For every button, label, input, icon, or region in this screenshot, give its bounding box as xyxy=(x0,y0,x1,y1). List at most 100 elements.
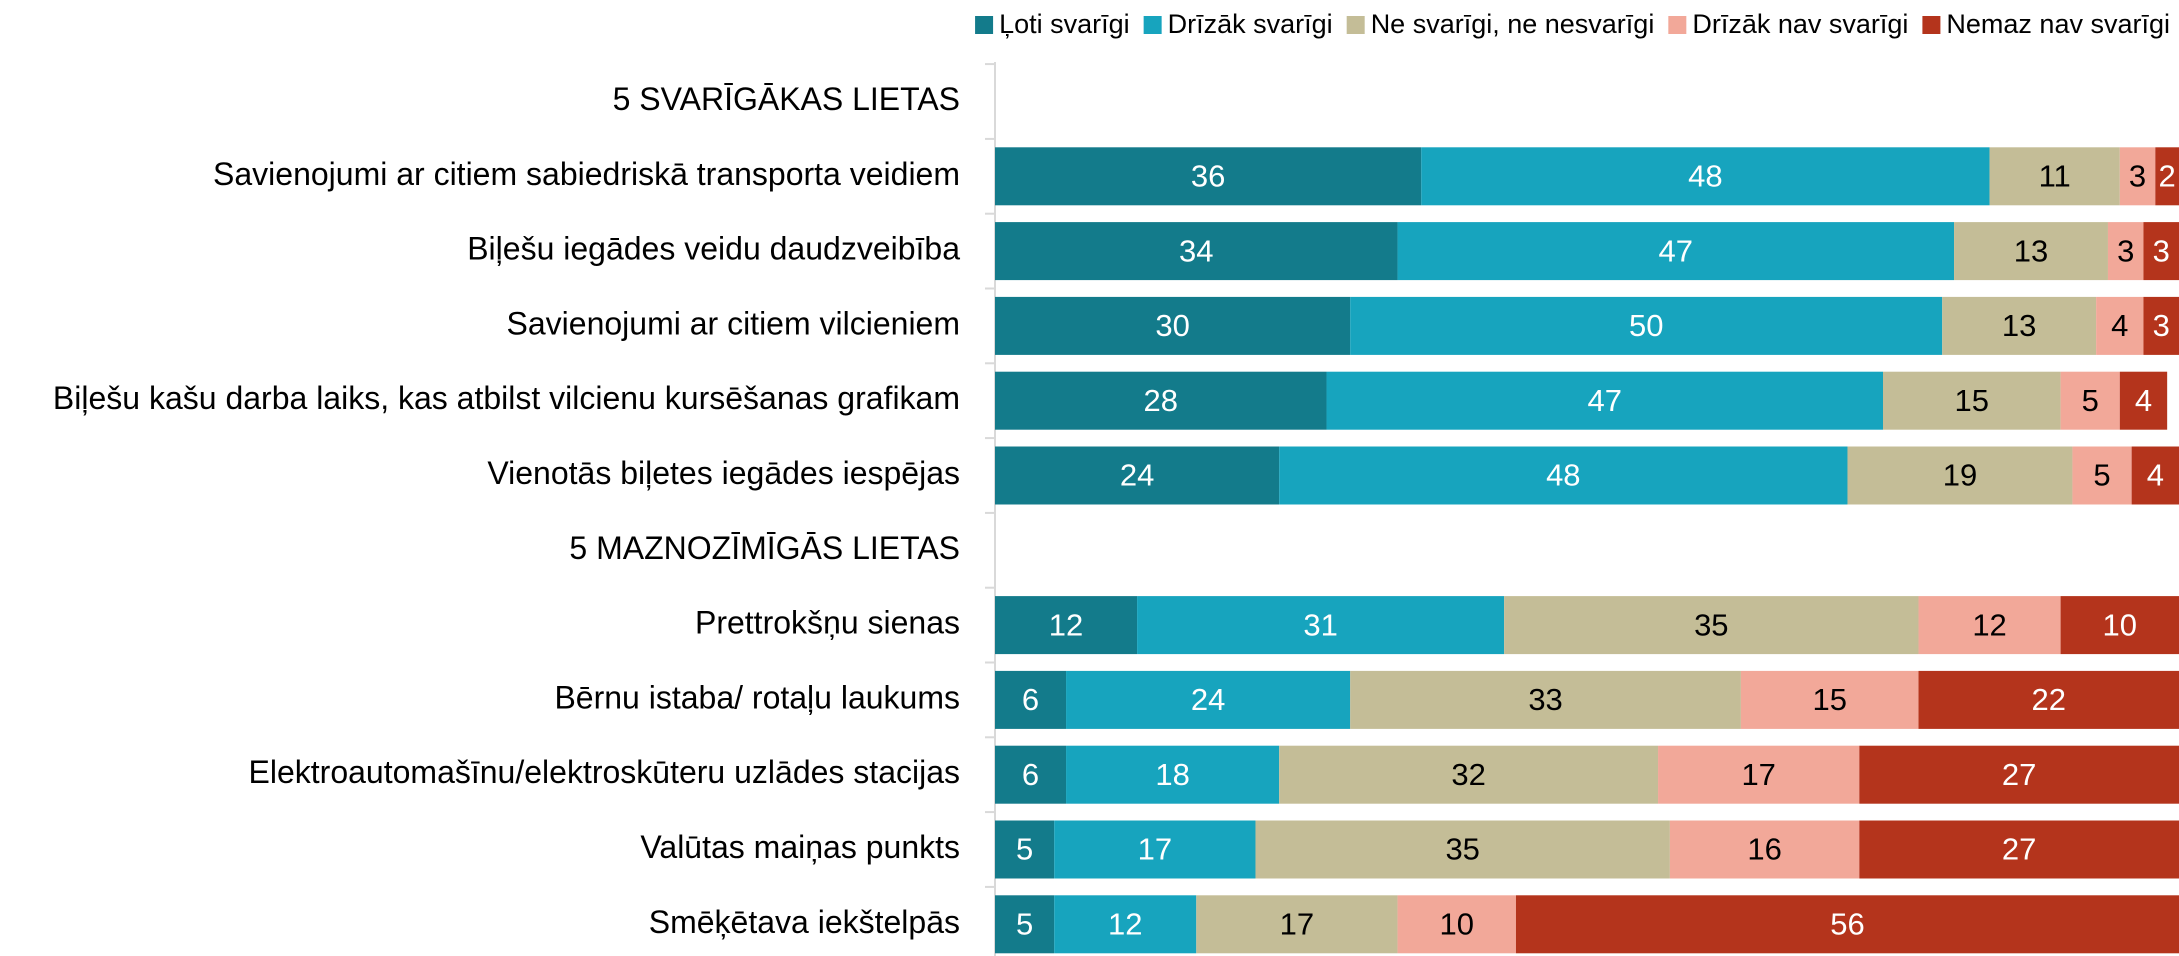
data-label: 13 xyxy=(2014,233,2048,268)
data-label: 56 xyxy=(1830,906,1864,941)
bar-segment xyxy=(2143,222,2179,281)
bar-segment xyxy=(995,147,1422,206)
data-label: 32 xyxy=(1451,757,1485,792)
category-label: Smēķētava iekštelpās xyxy=(649,904,960,940)
bar-segment xyxy=(1859,820,2179,879)
bar-segment xyxy=(995,820,1055,879)
bar-segment xyxy=(1066,670,1351,729)
data-label: 11 xyxy=(2039,158,2071,193)
data-label: 5 xyxy=(2093,458,2110,493)
bar-segment xyxy=(2060,596,2179,655)
category-label: Savienojumi ar citiem vilcieniem xyxy=(507,305,960,341)
data-label: 2 xyxy=(2159,158,2176,193)
bar-segment xyxy=(1279,745,1659,804)
bar-segment xyxy=(2107,222,2144,281)
bar-segment xyxy=(1847,446,2073,505)
data-label: 34 xyxy=(1179,233,1213,268)
data-label: 4 xyxy=(2147,458,2164,493)
data-label: 10 xyxy=(2103,607,2137,642)
data-label: 48 xyxy=(1688,158,1722,193)
data-label: 5 xyxy=(1016,906,1033,941)
bar-segment xyxy=(1669,820,1860,879)
bar-segment xyxy=(995,296,1351,355)
data-label: 35 xyxy=(1445,832,1479,867)
bar-segment xyxy=(2096,296,2144,355)
bar-segment xyxy=(1515,895,2179,954)
data-label: 3 xyxy=(2153,308,2170,343)
legend-label: Nemaz nav svarīgi xyxy=(1946,9,2170,39)
data-label: 36 xyxy=(1191,158,1225,193)
data-label: 33 xyxy=(1528,682,1562,717)
bar-segment xyxy=(1989,147,2120,206)
data-label: 10 xyxy=(1440,906,1474,941)
data-label: 4 xyxy=(2111,308,2128,343)
bar-segment xyxy=(1918,596,2061,655)
bar-segment xyxy=(2143,296,2179,355)
bar-segment xyxy=(995,670,1067,729)
bar-segment xyxy=(1326,371,1883,430)
bar-segment xyxy=(995,745,1067,804)
legend-label: Drīzāk nav svarīgi xyxy=(1692,9,1908,39)
bar-segment xyxy=(1658,745,1860,804)
bar-segment xyxy=(1954,222,2108,281)
data-label: 18 xyxy=(1155,757,1189,792)
bar-segment xyxy=(995,371,1327,430)
data-label: 47 xyxy=(1588,383,1622,418)
legend-label: Ļoti svarīgi xyxy=(999,9,1130,39)
data-label: 24 xyxy=(1120,458,1154,493)
data-label: 12 xyxy=(1108,906,1142,941)
bar-segment xyxy=(1504,596,1919,655)
bar-segment xyxy=(1740,670,1919,729)
data-label: 6 xyxy=(1022,682,1039,717)
legend-swatch xyxy=(975,16,994,34)
bar-segment xyxy=(1942,296,2097,355)
data-label: 22 xyxy=(2032,682,2066,717)
bar-segment xyxy=(2131,446,2179,505)
legend-swatch xyxy=(1668,16,1687,34)
data-label: 12 xyxy=(1049,607,1083,642)
bar-segment xyxy=(2119,147,2156,206)
data-label: 27 xyxy=(2002,757,2036,792)
bar-segment xyxy=(1421,147,1990,206)
bar-segment xyxy=(2072,446,2132,505)
data-label: 5 xyxy=(2082,383,2099,418)
data-label: 19 xyxy=(1943,458,1977,493)
bar-segment xyxy=(995,446,1280,505)
bar-segment xyxy=(1279,446,1848,505)
bar-segment xyxy=(1918,670,2179,729)
data-label: 50 xyxy=(1629,308,1663,343)
data-label: 5 xyxy=(1016,832,1033,867)
category-label: 5 SVARĪGĀKAS LIETAS xyxy=(613,81,960,117)
data-label: 28 xyxy=(1144,383,1178,418)
data-label: 15 xyxy=(1955,383,1989,418)
data-label: 31 xyxy=(1303,607,1337,642)
category-label: Elektroautomašīnu/elektroskūteru uzlādes… xyxy=(249,754,960,790)
bar-segment xyxy=(1350,670,1741,729)
bar-segment xyxy=(1066,745,1280,804)
bar-segment xyxy=(1350,296,1943,355)
category-label: Vienotās biļetes iegādes iespējas xyxy=(487,455,960,491)
data-label: 48 xyxy=(1546,458,1580,493)
data-label: 17 xyxy=(1280,906,1314,941)
bar-segment xyxy=(995,222,1398,281)
bar-segment xyxy=(2060,371,2120,430)
data-label: 16 xyxy=(1747,832,1781,867)
data-label: 6 xyxy=(1022,757,1039,792)
data-label: 4 xyxy=(2135,383,2152,418)
bar-segment xyxy=(1137,596,1505,655)
bar-segment xyxy=(1397,222,1955,281)
data-label: 15 xyxy=(1812,682,1846,717)
category-label: Biļešu kašu darba laiks, kas atbilst vil… xyxy=(53,380,960,416)
bar-segment xyxy=(1397,895,1516,954)
data-label: 3 xyxy=(2117,233,2134,268)
data-label: 17 xyxy=(1741,757,1775,792)
data-label: 12 xyxy=(1972,607,2006,642)
legend-swatch xyxy=(1346,16,1365,34)
bar-segment xyxy=(2155,147,2179,206)
bar-segment xyxy=(995,895,1055,954)
category-label: Valūtas maiņas punkts xyxy=(640,829,960,865)
data-label: 35 xyxy=(1694,607,1728,642)
legend-label: Ne svarīgi, ne nesvarīgi xyxy=(1371,9,1655,39)
